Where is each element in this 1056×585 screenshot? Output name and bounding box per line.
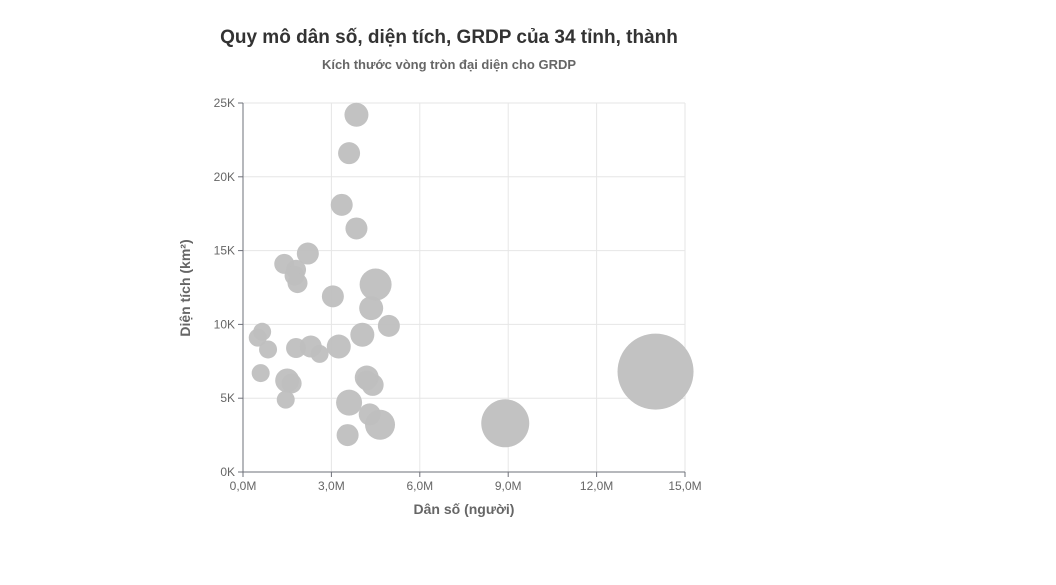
bubble-point[interactable] xyxy=(248,328,267,347)
bubble-point[interactable] xyxy=(296,242,319,265)
x-tick-label: 9,0M xyxy=(495,479,522,493)
bubble-point[interactable] xyxy=(336,424,359,447)
bubble-point[interactable] xyxy=(287,273,308,294)
bubble-point[interactable] xyxy=(330,193,353,216)
y-tick-label: 0K xyxy=(220,465,235,479)
x-tick-label: 3,0M xyxy=(318,479,345,493)
bubble-point[interactable] xyxy=(481,399,530,448)
x-tick-label: 6,0M xyxy=(406,479,433,493)
bubble-point[interactable] xyxy=(617,333,694,410)
y-tick-label: 5K xyxy=(220,391,235,405)
grid-lines xyxy=(243,102,686,472)
bubble-point[interactable] xyxy=(321,285,344,308)
y-tick-label: 20K xyxy=(214,170,235,184)
axes: 0,0M 3,0M 6,0M 9,0M 12,0M 15,0M 0K 5K 10K 15K 20K 2… xyxy=(214,96,702,493)
bubble-point[interactable] xyxy=(356,370,377,391)
y-axis-title: Diện tích (km²) xyxy=(177,239,193,336)
bubble-point[interactable] xyxy=(310,344,329,363)
bubble-point[interactable] xyxy=(359,296,384,321)
bubble-point[interactable] xyxy=(326,334,351,359)
chart-title: Quy mô dân số, diện tích, GRDP của 34 tỉ… xyxy=(220,27,678,48)
chart-subtitle: Kích thước vòng tròn đại diện cho GRDP xyxy=(322,57,576,72)
bubble-point[interactable] xyxy=(345,217,368,240)
bubble-point[interactable] xyxy=(251,364,270,383)
bubble-point[interactable] xyxy=(344,102,369,127)
bubble-point[interactable] xyxy=(336,389,363,416)
bubble-series[interactable] xyxy=(248,102,694,448)
x-tick-label: 12,0M xyxy=(580,479,613,493)
x-axis-title: Dân số (người) xyxy=(414,501,515,517)
x-tick-label: 15,0M xyxy=(668,479,701,493)
y-tick-label: 25K xyxy=(214,96,235,110)
bubble-point[interactable] xyxy=(338,142,361,165)
bubble-point[interactable] xyxy=(259,340,278,359)
bubble-point[interactable] xyxy=(281,373,302,394)
y-tick-label: 15K xyxy=(214,244,235,258)
bubble-point[interactable] xyxy=(350,322,375,347)
bubble-point[interactable] xyxy=(276,390,295,409)
bubble-point[interactable] xyxy=(377,314,400,337)
bubble-point[interactable] xyxy=(365,409,396,440)
x-tick-label: 0,0M xyxy=(230,479,257,493)
y-tick-label: 10K xyxy=(214,317,235,331)
bubble-point[interactable] xyxy=(359,268,392,301)
